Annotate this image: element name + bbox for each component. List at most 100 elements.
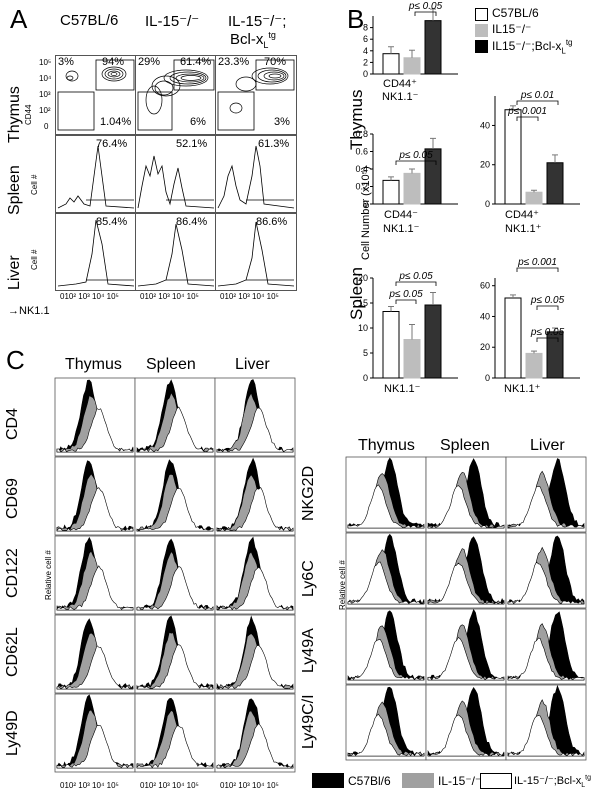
c-right-3-0-series-2 [347,713,425,757]
c-left-row-1: CD69 [4,477,21,519]
b-legend-bcl: IL15⁻/⁻;Bcl-xLtg [492,38,573,56]
c-left-row-4: Ly49D [4,709,21,756]
b-legend-sq-bcl [475,40,488,53]
a-spleen-bcl-plot: 61.3% [215,135,297,213]
c-right-3-1-box [425,684,507,761]
a-ytick-4: 10⁴ [39,74,52,83]
c-left-0-2-series-0 [216,379,294,453]
b-bar [546,162,564,205]
c-xticks-l1: 010² 10³ 10⁴ 10⁵ [60,781,119,790]
b-bar [382,53,400,75]
b-pvalue: p≤ 0.001 [517,257,557,268]
b-axis [372,278,458,379]
c-right-3-0-series-0 [347,686,425,757]
c-right-0-2-box [505,456,587,533]
c-left-2-1-series-0 [136,538,214,611]
c-right-1-2-series-1 [507,546,585,605]
c-left-col-spleen: Spleen [146,356,196,373]
b-legend-sq-c57 [475,8,488,21]
b-sig-bracket [414,11,437,16]
b-sig-bracket [536,305,559,310]
c-right-row-3: Ly49C/I [300,694,317,749]
c-right-3-2-series-1 [507,699,585,757]
c-right-1-1-box [425,532,507,609]
c-right-3-2-box [505,684,587,761]
b-pvalue: p≤ 0.05 [398,150,433,161]
c-hist-group [54,377,587,773]
c-right-0-0-series-2 [347,484,425,529]
a-liver-bcl-plot: 86.6% [215,213,297,291]
a-thymus-c57-contour [57,59,135,131]
a-spleen-il15-hist [137,155,215,209]
c-left-0-0-series-2 [56,408,134,453]
c-left-4-0-series-1 [56,709,134,769]
b-bar [382,179,400,205]
c-right-2-0-box [345,608,427,685]
b-ytick-label: 0 [485,199,490,209]
c-right-0-0-box [345,456,427,533]
b-row-thymus: Thymus [347,89,366,150]
c-left-1-1-series-1 [136,473,214,532]
b-ytick-label: 10 [358,323,368,333]
b-legend-il15: IL15⁻/⁻ [492,22,532,36]
c-left-1-0-series-1 [56,473,134,532]
panel-a-col-il15: IL-15⁻/⁻ [145,13,200,30]
b-cat-4-2: NK1.1⁺ [504,383,541,395]
c-right-1-2-box [505,532,587,609]
c-right-3-0-series-1 [347,701,425,757]
c-left-2-1-series-2 [136,566,214,611]
a-nk11-xlabel: →NK1.1 [8,305,50,317]
b-bar [525,191,543,205]
c-left-3-2-series-0 [216,615,294,690]
a-spleen-c57-hist [57,145,135,209]
c-right-2-2-series-2 [507,637,585,681]
b-sig-bracket [516,116,539,121]
c-right-1-0-box [345,532,427,609]
a-thymus-bcl-contour [217,59,295,131]
c-left-col-thymus: Thymus [65,356,122,373]
c-legend-c57: C57Bl/6 [348,774,391,788]
c-right-2-1-series-2 [427,636,505,681]
c-left-1-1-box [134,456,216,536]
b-axis [494,96,580,205]
c-left-3-2-series-1 [216,633,294,690]
c-left-0-2-series-1 [216,392,294,453]
b-pvalue: p≤ 0.05 [388,289,423,300]
b-cat-0-2: NK1.1⁻ [382,91,419,103]
a-liver-c57-hist [57,219,135,287]
b-cat-3-2: NK1.1⁻ [384,383,421,395]
a-thymus-c57-br: 1.04% [100,116,132,128]
c-xticks-l2: 010² 10³ 10⁴ 10⁵ [140,781,199,790]
b-axis [372,16,458,75]
c-left-4-0-series-0 [56,694,134,769]
c-legend-sq-c57 [312,773,344,788]
b-axis [494,278,580,379]
c-right-3-1-series-2 [427,714,505,757]
b-sig-bracket [516,100,559,105]
panel-a-label: A [10,4,28,34]
b-ytick-label: 60 [480,281,490,291]
c-left-0-2-series-2 [216,407,294,453]
a-ytick-0: 0 [44,122,49,131]
b-legend-c57: C57BL/6 [492,6,539,20]
c-right-2-0-series-2 [347,639,425,681]
c-right-1-2-series-2 [507,561,585,605]
b-ytick-label: 2 [363,57,368,67]
c-right-row-2: Ly49A [300,628,317,673]
c-left-row-0: CD4 [4,407,21,440]
a-xticks-3: 010² 10³ 10⁴ 10⁵ [220,292,279,301]
panel-a-col-c57: C57BL/6 [60,12,119,29]
b-ytick-label: 40 [480,311,490,321]
b-cat-2-1: CD44⁻ [384,209,418,221]
c-right-3-1-series-0 [427,687,505,757]
b-bar [403,172,421,205]
c-xticks-l3: 010² 10³ 10⁴ 10⁵ [220,781,279,790]
a-liver-c57-pct: 85.4% [96,216,128,228]
c-left-0-1-series-0 [136,379,214,453]
b-bar [525,352,543,379]
a-liver-il15-plot: 86.4% [135,213,217,291]
c-left-4-1-series-0 [136,697,214,769]
panel-a-row-liver: Liver [6,255,23,290]
c-right-0-0-series-1 [347,473,425,529]
c-right-1-0-series-1 [347,549,425,605]
